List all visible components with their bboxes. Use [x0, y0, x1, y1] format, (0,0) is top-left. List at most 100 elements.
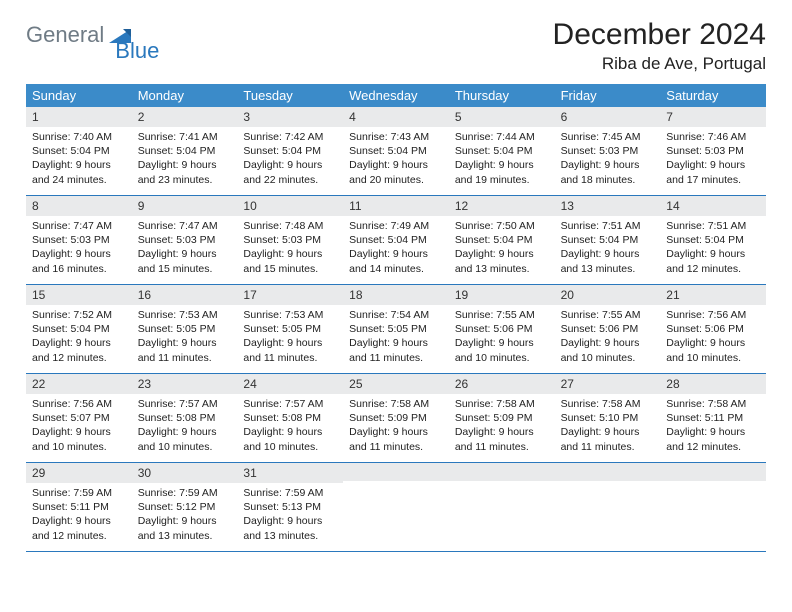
day-sunset: Sunset: 5:04 PM	[349, 144, 443, 158]
day-day1: Daylight: 9 hours	[138, 514, 232, 528]
day-day1: Daylight: 9 hours	[32, 425, 126, 439]
day-day2: and 13 minutes.	[561, 262, 655, 276]
weekday-header: Thursday	[449, 84, 555, 107]
calendar-day: 5Sunrise: 7:44 AMSunset: 5:04 PMDaylight…	[449, 107, 555, 195]
day-sunset: Sunset: 5:08 PM	[243, 411, 337, 425]
calendar-day: 29Sunrise: 7:59 AMSunset: 5:11 PMDayligh…	[26, 463, 132, 551]
day-sunrise: Sunrise: 7:54 AM	[349, 308, 443, 322]
day-body: Sunrise: 7:57 AMSunset: 5:08 PMDaylight:…	[132, 394, 238, 460]
day-sunset: Sunset: 5:04 PM	[243, 144, 337, 158]
day-body: Sunrise: 7:58 AMSunset: 5:10 PMDaylight:…	[555, 394, 661, 460]
day-body: Sunrise: 7:50 AMSunset: 5:04 PMDaylight:…	[449, 216, 555, 282]
day-sunset: Sunset: 5:04 PM	[561, 233, 655, 247]
day-sunset: Sunset: 5:09 PM	[349, 411, 443, 425]
calendar-day: 3Sunrise: 7:42 AMSunset: 5:04 PMDaylight…	[237, 107, 343, 195]
day-sunrise: Sunrise: 7:51 AM	[561, 219, 655, 233]
day-sunset: Sunset: 5:05 PM	[349, 322, 443, 336]
calendar-week: 8Sunrise: 7:47 AMSunset: 5:03 PMDaylight…	[26, 196, 766, 285]
day-sunset: Sunset: 5:06 PM	[666, 322, 760, 336]
day-number: 5	[449, 107, 555, 127]
day-sunrise: Sunrise: 7:58 AM	[455, 397, 549, 411]
day-sunrise: Sunrise: 7:53 AM	[138, 308, 232, 322]
day-number: 17	[237, 285, 343, 305]
day-day2: and 10 minutes.	[32, 440, 126, 454]
calendar-day: 17Sunrise: 7:53 AMSunset: 5:05 PMDayligh…	[237, 285, 343, 373]
calendar-day: 26Sunrise: 7:58 AMSunset: 5:09 PMDayligh…	[449, 374, 555, 462]
day-number: 20	[555, 285, 661, 305]
day-day1: Daylight: 9 hours	[455, 336, 549, 350]
weekday-header: Monday	[132, 84, 238, 107]
day-body: Sunrise: 7:58 AMSunset: 5:11 PMDaylight:…	[660, 394, 766, 460]
day-sunset: Sunset: 5:04 PM	[666, 233, 760, 247]
day-number: 23	[132, 374, 238, 394]
day-body: Sunrise: 7:53 AMSunset: 5:05 PMDaylight:…	[237, 305, 343, 371]
day-sunset: Sunset: 5:06 PM	[455, 322, 549, 336]
calendar-day: 19Sunrise: 7:55 AMSunset: 5:06 PMDayligh…	[449, 285, 555, 373]
day-day2: and 24 minutes.	[32, 173, 126, 187]
day-number	[660, 463, 766, 481]
day-sunrise: Sunrise: 7:57 AM	[138, 397, 232, 411]
day-sunrise: Sunrise: 7:50 AM	[455, 219, 549, 233]
page-title: December 2024	[553, 18, 766, 52]
calendar-week: 22Sunrise: 7:56 AMSunset: 5:07 PMDayligh…	[26, 374, 766, 463]
day-day1: Daylight: 9 hours	[455, 425, 549, 439]
calendar-day: 30Sunrise: 7:59 AMSunset: 5:12 PMDayligh…	[132, 463, 238, 551]
day-day2: and 13 minutes.	[243, 529, 337, 543]
day-sunset: Sunset: 5:10 PM	[561, 411, 655, 425]
day-sunrise: Sunrise: 7:59 AM	[138, 486, 232, 500]
day-sunrise: Sunrise: 7:47 AM	[138, 219, 232, 233]
day-number: 16	[132, 285, 238, 305]
day-body: Sunrise: 7:58 AMSunset: 5:09 PMDaylight:…	[449, 394, 555, 460]
day-body: Sunrise: 7:44 AMSunset: 5:04 PMDaylight:…	[449, 127, 555, 193]
day-day2: and 11 minutes.	[243, 351, 337, 365]
day-number: 26	[449, 374, 555, 394]
day-number: 28	[660, 374, 766, 394]
day-day2: and 12 minutes.	[666, 440, 760, 454]
day-day2: and 22 minutes.	[243, 173, 337, 187]
weekday-header: Friday	[555, 84, 661, 107]
day-number: 22	[26, 374, 132, 394]
day-day1: Daylight: 9 hours	[138, 336, 232, 350]
day-day2: and 10 minutes.	[666, 351, 760, 365]
weekday-header: Saturday	[660, 84, 766, 107]
calendar-day: 4Sunrise: 7:43 AMSunset: 5:04 PMDaylight…	[343, 107, 449, 195]
day-number: 21	[660, 285, 766, 305]
day-number: 14	[660, 196, 766, 216]
day-body: Sunrise: 7:40 AMSunset: 5:04 PMDaylight:…	[26, 127, 132, 193]
day-day1: Daylight: 9 hours	[138, 247, 232, 261]
header-bar: General Blue December 2024 Riba de Ave, …	[26, 18, 766, 74]
day-day1: Daylight: 9 hours	[349, 158, 443, 172]
calendar-day: 9Sunrise: 7:47 AMSunset: 5:03 PMDaylight…	[132, 196, 238, 284]
calendar-week: 29Sunrise: 7:59 AMSunset: 5:11 PMDayligh…	[26, 463, 766, 552]
day-number: 3	[237, 107, 343, 127]
day-day2: and 16 minutes.	[32, 262, 126, 276]
day-day2: and 19 minutes.	[455, 173, 549, 187]
day-day1: Daylight: 9 hours	[666, 425, 760, 439]
calendar-day: 21Sunrise: 7:56 AMSunset: 5:06 PMDayligh…	[660, 285, 766, 373]
day-sunrise: Sunrise: 7:58 AM	[349, 397, 443, 411]
day-day1: Daylight: 9 hours	[561, 425, 655, 439]
day-body: Sunrise: 7:54 AMSunset: 5:05 PMDaylight:…	[343, 305, 449, 371]
day-day2: and 10 minutes.	[243, 440, 337, 454]
calendar-day: 16Sunrise: 7:53 AMSunset: 5:05 PMDayligh…	[132, 285, 238, 373]
day-body: Sunrise: 7:45 AMSunset: 5:03 PMDaylight:…	[555, 127, 661, 193]
day-day2: and 10 minutes.	[138, 440, 232, 454]
day-day2: and 10 minutes.	[455, 351, 549, 365]
calendar-day: 28Sunrise: 7:58 AMSunset: 5:11 PMDayligh…	[660, 374, 766, 462]
day-sunset: Sunset: 5:03 PM	[666, 144, 760, 158]
brand-text-2: Blue	[115, 38, 159, 64]
day-day2: and 13 minutes.	[138, 529, 232, 543]
day-body: Sunrise: 7:47 AMSunset: 5:03 PMDaylight:…	[26, 216, 132, 282]
calendar-day: 13Sunrise: 7:51 AMSunset: 5:04 PMDayligh…	[555, 196, 661, 284]
day-number: 15	[26, 285, 132, 305]
calendar-day: 23Sunrise: 7:57 AMSunset: 5:08 PMDayligh…	[132, 374, 238, 462]
day-sunset: Sunset: 5:04 PM	[138, 144, 232, 158]
calendar-day: 1Sunrise: 7:40 AMSunset: 5:04 PMDaylight…	[26, 107, 132, 195]
day-body: Sunrise: 7:57 AMSunset: 5:08 PMDaylight:…	[237, 394, 343, 460]
day-day2: and 11 minutes.	[349, 440, 443, 454]
day-sunset: Sunset: 5:03 PM	[138, 233, 232, 247]
day-sunrise: Sunrise: 7:40 AM	[32, 130, 126, 144]
day-day2: and 15 minutes.	[243, 262, 337, 276]
day-number	[555, 463, 661, 481]
day-sunrise: Sunrise: 7:58 AM	[666, 397, 760, 411]
